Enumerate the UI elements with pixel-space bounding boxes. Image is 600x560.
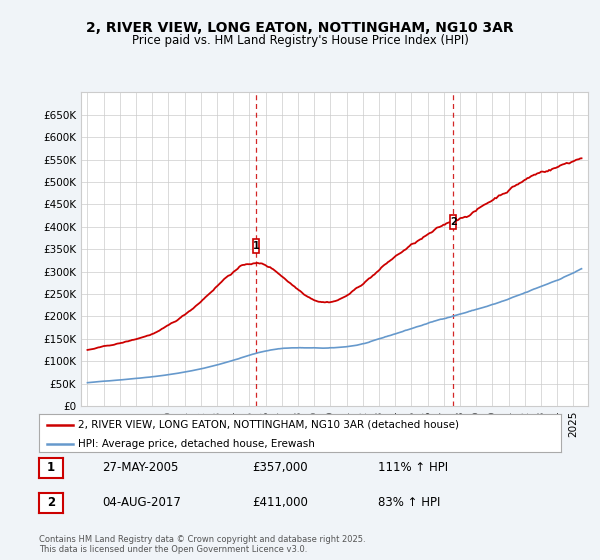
Text: 2, RIVER VIEW, LONG EATON, NOTTINGHAM, NG10 3AR (detached house): 2, RIVER VIEW, LONG EATON, NOTTINGHAM, N… bbox=[78, 419, 459, 430]
Text: £411,000: £411,000 bbox=[252, 496, 308, 510]
Text: 04-AUG-2017: 04-AUG-2017 bbox=[102, 496, 181, 510]
Text: 2: 2 bbox=[450, 217, 457, 227]
Text: 2, RIVER VIEW, LONG EATON, NOTTINGHAM, NG10 3AR: 2, RIVER VIEW, LONG EATON, NOTTINGHAM, N… bbox=[86, 21, 514, 35]
Text: £357,000: £357,000 bbox=[252, 461, 308, 474]
Text: Price paid vs. HM Land Registry's House Price Index (HPI): Price paid vs. HM Land Registry's House … bbox=[131, 34, 469, 46]
FancyBboxPatch shape bbox=[253, 239, 259, 253]
Text: 83% ↑ HPI: 83% ↑ HPI bbox=[378, 496, 440, 510]
Text: HPI: Average price, detached house, Erewash: HPI: Average price, detached house, Erew… bbox=[78, 439, 315, 449]
Text: 1: 1 bbox=[253, 241, 260, 251]
Text: Contains HM Land Registry data © Crown copyright and database right 2025.
This d: Contains HM Land Registry data © Crown c… bbox=[39, 535, 365, 554]
Text: 27-MAY-2005: 27-MAY-2005 bbox=[102, 461, 178, 474]
FancyBboxPatch shape bbox=[451, 214, 456, 229]
Text: 111% ↑ HPI: 111% ↑ HPI bbox=[378, 461, 448, 474]
Text: 2: 2 bbox=[47, 496, 55, 510]
Text: 1: 1 bbox=[47, 461, 55, 474]
